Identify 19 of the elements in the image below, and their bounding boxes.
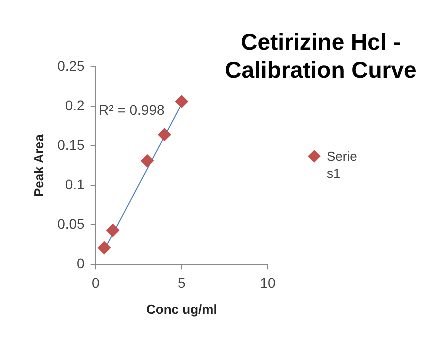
point [158,128,172,142]
annotation: R² = 0.998 [98,102,166,118]
point [98,242,111,254]
y-axis-title: Peak Area [31,134,46,198]
y-tick-label: 0.05 [58,216,86,232]
point [140,154,154,168]
y-tick-label: 0.15 [58,136,86,153]
y-tick-label: 0.2 [65,97,86,114]
legend-label: Series1 [327,148,358,182]
text: Cetirizine Hcl - Calibration Curve [224,28,418,84]
x-tick-label: 5 [178,274,186,291]
point [106,224,120,238]
y-tick-label: 0 [77,255,86,272]
x-axis-title: Conc ug/ml [146,302,218,317]
y-tick-label: 0.1 [65,176,86,192]
x-tick-label: 0 [92,274,100,291]
x-tick-label: 10 [260,274,276,291]
y-tick-label: 0.25 [58,58,86,74]
point [175,95,188,108]
